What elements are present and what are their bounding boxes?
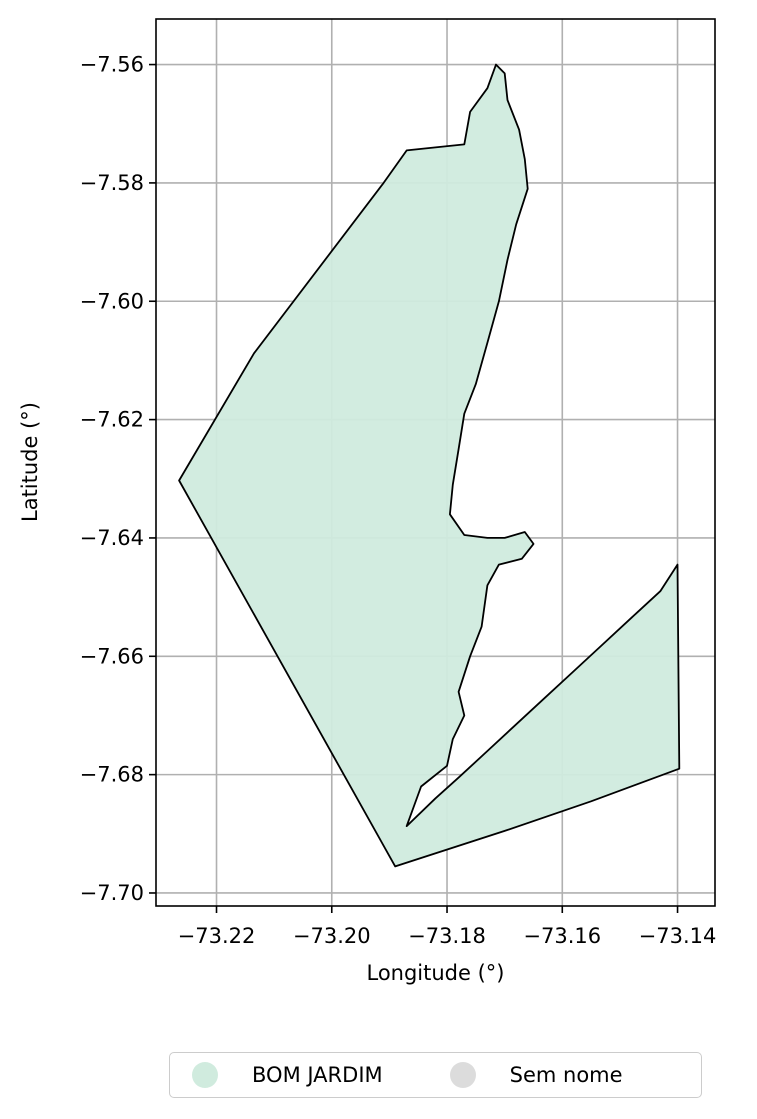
x-tick-label: −73.14 xyxy=(639,924,717,948)
y-tick-label: −7.58 xyxy=(80,171,144,195)
y-tick-label: −7.64 xyxy=(80,526,144,550)
region-layer xyxy=(178,63,681,868)
plot-frame xyxy=(155,18,716,907)
x-tick-label: −73.16 xyxy=(523,924,601,948)
x-axis-title: Longitude (°) xyxy=(366,961,504,985)
legend-label-sem-nome: Sem nome xyxy=(509,1063,623,1087)
legend-label-bom-jardim: BOM JARDIM xyxy=(252,1063,383,1087)
legend-item-bom-jardim: BOM JARDIM xyxy=(192,1062,383,1088)
legend-marker-sem-nome xyxy=(449,1062,476,1088)
y-tick-label: −7.70 xyxy=(80,881,144,905)
region-bom-jardim xyxy=(178,63,681,868)
map-figure: −73.22 −73.20 −73.18 −73.16 −73.14 −7.56 −7.58… xyxy=(18,18,717,985)
y-axis-title: Latitude (°) xyxy=(18,402,42,522)
y-tick-label: −7.62 xyxy=(80,408,144,432)
y-tick-label: −7.66 xyxy=(80,644,144,668)
x-tick-label: −73.18 xyxy=(408,924,486,948)
x-tick-label: −73.22 xyxy=(178,924,256,948)
legend-item-sem-nome: Sem nome xyxy=(449,1062,623,1088)
y-tick-label: −7.60 xyxy=(80,289,144,313)
tick-layer: −73.22 −73.20 −73.18 −73.16 −73.14 −7.56 −7.58… xyxy=(80,53,717,948)
y-tick-label: −7.56 xyxy=(80,53,144,77)
legend: BOM JARDIM Sem nome xyxy=(169,1052,702,1098)
legend-marker-bom-jardim xyxy=(192,1062,218,1088)
y-tick-label: −7.68 xyxy=(80,763,144,787)
x-tick-label: −73.20 xyxy=(293,924,371,948)
